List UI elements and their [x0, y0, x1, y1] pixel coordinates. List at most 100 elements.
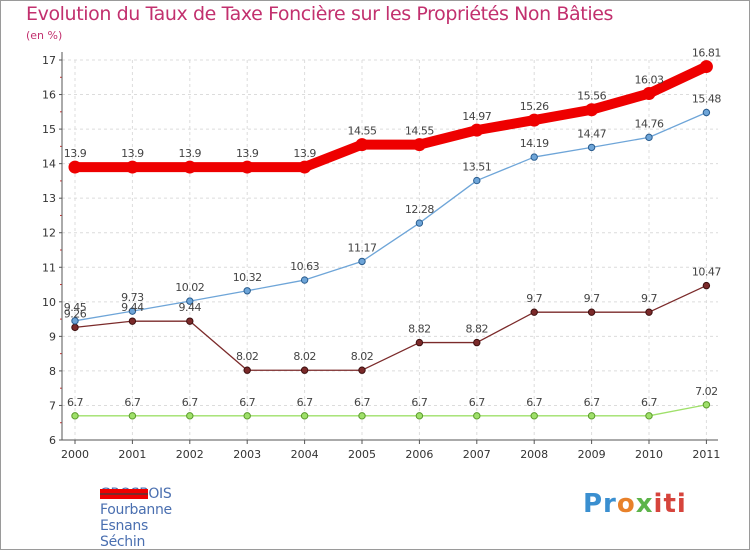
series-line-fourbanne [74, 111, 708, 322]
data-point-esnans [243, 412, 251, 420]
y-tick-label: 13 [42, 192, 56, 205]
proxiti-logo: Proxiti [583, 489, 687, 519]
legend-item-fourbanne: Fourbanne [100, 493, 172, 518]
data-point-sechin [71, 323, 79, 332]
data-point-grosbois [183, 160, 197, 174]
y-tick-label: 9 [49, 330, 56, 343]
data-point-fourbanne [243, 287, 251, 295]
data-point-esnans [587, 412, 596, 420]
data-label-fourbanne: 11.17 [348, 241, 377, 254]
data-label-fourbanne: 13.51 [462, 161, 491, 174]
data-label-sechin: 8.82 [466, 323, 489, 336]
data-label-esnans: 6.7 [182, 396, 198, 409]
data-point-sechin [530, 308, 538, 316]
x-tick-label: 2010 [635, 448, 663, 461]
data-label-fourbanne: 10.63 [290, 260, 319, 273]
data-label-sechin: 9.7 [584, 292, 600, 305]
data-label-grosbois: 13.9 [293, 147, 316, 160]
data-point-esnans [415, 412, 424, 420]
data-label-grosbois: 15.26 [520, 100, 549, 113]
y-tick-label: 6 [49, 434, 56, 447]
data-point-esnans [300, 412, 309, 420]
x-tick-label: 2006 [405, 448, 433, 461]
x-tick-label: 2009 [578, 448, 606, 461]
x-tick-label: 2007 [463, 448, 491, 461]
y-tick-label: 15 [42, 123, 56, 136]
data-label-sechin: 10.47 [692, 266, 721, 279]
data-point-fourbanne [530, 153, 538, 161]
legend-label-esnans: Esnans [100, 518, 148, 534]
data-point-fourbanne [587, 143, 596, 152]
chart-title: Evolution du Taux de Taxe Foncière sur l… [26, 3, 614, 25]
data-point-esnans [358, 412, 366, 420]
data-point-grosbois [68, 160, 82, 174]
data-point-esnans [473, 412, 481, 420]
x-tick-label: 2011 [692, 448, 720, 461]
data-point-esnans [186, 412, 194, 420]
data-point-esnans [530, 412, 538, 420]
chart-legend: GROSBOIS Fourbanne Esnans Séchin [100, 486, 172, 550]
data-point-esnans [645, 412, 653, 420]
data-label-esnans: 6.7 [584, 396, 600, 409]
data-label-esnans: 6.7 [469, 396, 485, 409]
data-point-sechin [243, 366, 251, 374]
series-line-sechin [74, 284, 708, 371]
x-tick-label: 2002 [176, 448, 204, 461]
data-point-sechin [128, 317, 137, 325]
data-label-sechin: 8.82 [408, 323, 431, 336]
data-label-esnans: 6.7 [354, 396, 370, 409]
x-tick-label: 2008 [520, 448, 548, 461]
data-label-grosbois: 13.9 [236, 147, 259, 160]
data-label-fourbanne: 9.73 [121, 291, 144, 304]
x-tick-label: 2000 [61, 448, 89, 461]
chart-unit-label: (en %) [26, 29, 63, 42]
x-tick-label: 2005 [348, 448, 376, 461]
x-tick-label: 2003 [233, 448, 261, 461]
data-point-sechin [702, 281, 711, 290]
legend-swatch-sechin [100, 493, 148, 495]
y-tick-label: 14 [42, 158, 56, 171]
data-point-grosbois [412, 138, 426, 152]
data-label-sechin: 8.02 [236, 350, 259, 363]
data-label-fourbanne: 9.45 [64, 301, 87, 314]
legend-label-sechin: Séchin [100, 534, 146, 550]
legend-item-sechin: Séchin [100, 493, 172, 550]
data-point-grosbois [470, 123, 484, 137]
data-label-grosbois: 16.81 [692, 47, 721, 60]
data-point-sechin [473, 338, 481, 347]
data-label-grosbois: 13.9 [121, 147, 144, 160]
data-label-sechin: 9.7 [526, 292, 542, 305]
data-label-grosbois: 14.97 [462, 110, 491, 123]
y-tick-label: 17 [42, 54, 56, 67]
data-label-esnans: 6.7 [67, 396, 83, 409]
data-point-fourbanne [415, 219, 424, 227]
y-tick-label: 7 [49, 399, 56, 412]
data-point-fourbanne [358, 257, 366, 266]
legend-label-fourbanne: Fourbanne [100, 502, 172, 518]
data-point-fourbanne [300, 276, 309, 284]
data-label-sechin: 9.26 [64, 307, 87, 320]
data-point-esnans [702, 401, 711, 409]
y-tick-label: 12 [42, 227, 56, 240]
data-label-sechin: 9.44 [121, 301, 144, 314]
data-point-fourbanne [128, 307, 137, 315]
data-point-esnans [128, 412, 137, 420]
data-label-sechin: 9.44 [179, 301, 202, 314]
y-tick-label: 16 [42, 89, 56, 102]
data-label-fourbanne: 14.47 [577, 127, 606, 140]
series-line-grosbois [70, 61, 712, 173]
data-label-esnans: 6.7 [641, 396, 657, 409]
data-label-grosbois: 13.9 [64, 147, 87, 160]
data-point-fourbanne [186, 297, 194, 305]
data-point-fourbanne [645, 133, 653, 142]
data-point-grosbois [527, 113, 541, 127]
data-point-sechin [300, 366, 309, 374]
data-label-esnans: 6.7 [124, 396, 140, 409]
data-label-esnans: 6.7 [297, 396, 313, 409]
data-point-grosbois [585, 103, 599, 117]
data-label-esnans: 6.7 [411, 396, 427, 409]
data-point-grosbois [642, 87, 656, 101]
data-label-fourbanne: 15.48 [692, 93, 721, 106]
data-point-grosbois [355, 138, 369, 152]
